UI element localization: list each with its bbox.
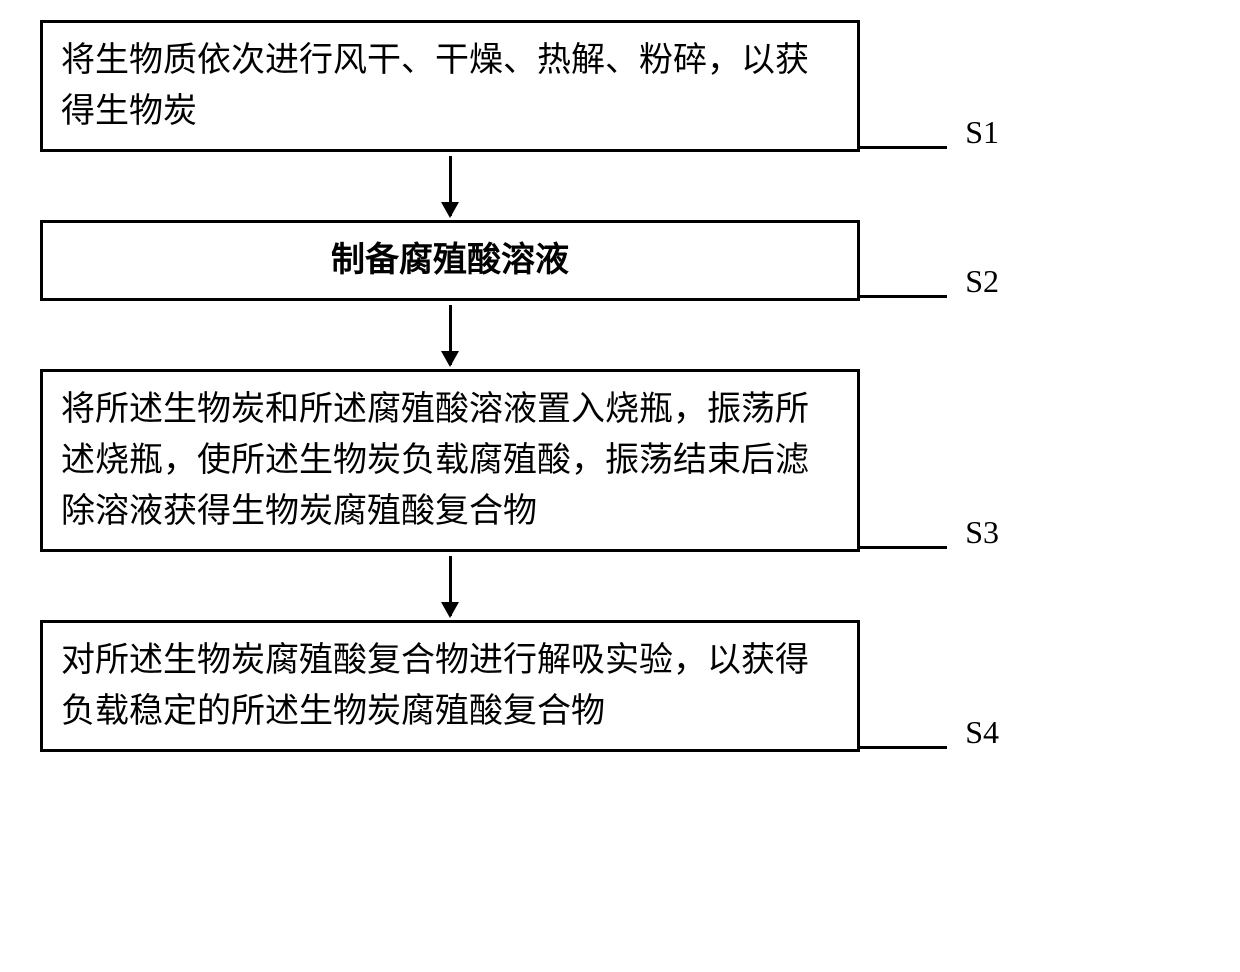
arrow-head-icon	[441, 602, 459, 618]
step-label-s2	[857, 295, 947, 298]
arrow-s2-s3	[449, 305, 452, 365]
step-row-s4: 对所述生物炭腐殖酸复合物进行解吸实验，以获得负载稳定的所述生物炭腐殖酸复合物	[40, 620, 860, 752]
step-label-s3	[857, 546, 947, 549]
step-row-s3: 将所述生物炭和所述腐殖酸溶液置入烧瓶，振荡所述烧瓶，使所述生物炭负载腐殖酸，振荡…	[40, 369, 860, 552]
step-text-s3: 将所述生物炭和所述腐殖酸溶液置入烧瓶，振荡所述烧瓶，使所述生物炭负载腐殖酸，振荡…	[61, 384, 839, 537]
arrow-head-icon	[441, 202, 459, 218]
step-box-s4: 对所述生物炭腐殖酸复合物进行解吸实验，以获得负载稳定的所述生物炭腐殖酸复合物	[40, 620, 860, 752]
arrow-s1-s2	[449, 156, 452, 216]
step-box-s3: 将所述生物炭和所述腐殖酸溶液置入烧瓶，振荡所述烧瓶，使所述生物炭负载腐殖酸，振荡…	[40, 369, 860, 552]
step-text-s2: 制备腐殖酸溶液	[61, 235, 839, 286]
step-text-s4: 对所述生物炭腐殖酸复合物进行解吸实验，以获得负载稳定的所述生物炭腐殖酸复合物	[61, 635, 839, 737]
arrow-head-icon	[441, 351, 459, 367]
step-row-s2: 制备腐殖酸溶液	[40, 220, 860, 301]
step-label-s1	[857, 146, 947, 149]
step-label-s4	[857, 746, 947, 749]
flowchart-container: 将生物质依次进行风干、干燥、热解、粉碎，以获得生物炭 制备腐殖酸溶液 将所述生物…	[40, 20, 860, 752]
step-row-s1: 将生物质依次进行风干、干燥、热解、粉碎，以获得生物炭	[40, 20, 860, 152]
step-box-s1: 将生物质依次进行风干、干燥、热解、粉碎，以获得生物炭	[40, 20, 860, 152]
step-text-s1: 将生物质依次进行风干、干燥、热解、粉碎，以获得生物炭	[61, 35, 839, 137]
arrow-s3-s4	[449, 556, 452, 616]
step-box-s2: 制备腐殖酸溶液	[40, 220, 860, 301]
